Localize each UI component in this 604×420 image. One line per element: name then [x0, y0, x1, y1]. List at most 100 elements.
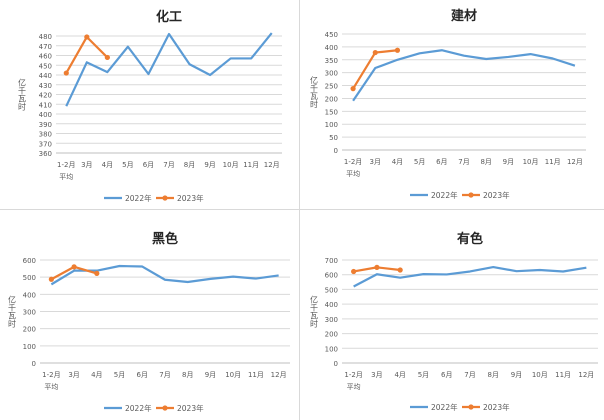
- legend-label-2023: 2023年: [177, 403, 204, 413]
- x-tick-label: 11月: [243, 161, 259, 169]
- data-point-2023: [63, 70, 69, 76]
- data-point-2023: [84, 34, 90, 40]
- legend-marker-2023: [468, 404, 474, 410]
- x-tick-label: 5月: [114, 371, 125, 379]
- x-tick-label: 6月: [441, 371, 452, 379]
- x-tick-label: 1-2月平均: [344, 158, 362, 178]
- x-tick-label: 11月: [545, 158, 561, 166]
- legend-label-2022: 2022年: [431, 190, 458, 200]
- x-tick-label: 10月: [532, 371, 548, 379]
- x-tick-label: 3月: [371, 371, 382, 379]
- y-tick-label: 600: [325, 272, 338, 280]
- x-tick-label: 7月: [464, 371, 475, 379]
- x-tick-label: 6月: [143, 161, 154, 169]
- x-tick-label: 7月: [458, 158, 469, 166]
- y-tick-label: 0: [334, 147, 338, 155]
- x-tick-label: 6月: [436, 158, 447, 166]
- x-tick-label: 1-2月平均: [42, 371, 60, 391]
- x-tick-label: 4月: [102, 161, 113, 169]
- data-point-2023: [374, 264, 380, 270]
- x-tick-label: 9月: [204, 161, 215, 169]
- y-tick-label: 250: [325, 83, 338, 91]
- x-tick-label: 12月: [264, 161, 280, 169]
- x-tick-label: 8月: [480, 158, 491, 166]
- chart-chemical: 化工36037038039040041042043044045046047048…: [18, 9, 282, 203]
- y-tick-label: 440: [39, 72, 52, 80]
- y-tick-label: 100: [23, 343, 36, 351]
- y-axis-label: 亿千瓦时: [310, 295, 319, 328]
- y-tick-label: 100: [325, 345, 338, 353]
- y-tick-label: 300: [23, 309, 36, 317]
- chart-title: 建材: [451, 8, 477, 24]
- y-tick-label: 500: [325, 286, 338, 294]
- legend-label-2023: 2023年: [483, 190, 510, 200]
- x-tick-label: 9月: [503, 158, 514, 166]
- x-tick-label: 4月: [392, 158, 403, 166]
- x-tick-label: 1-2月平均: [57, 161, 75, 181]
- y-tick-label: 480: [39, 33, 52, 41]
- y-tick-label: 350: [325, 57, 338, 65]
- y-tick-label: 0: [32, 360, 36, 368]
- chart-ferrous: 黑色 0 100 200 300 400 500 600 亿千瓦时 1-2月平均 3月 4月 5月 6月 7…: [8, 231, 290, 413]
- x-tick-label: 1-2月平均: [344, 371, 362, 391]
- legend-marker-2023: [162, 405, 168, 411]
- legend-label-2022: 2022年: [125, 193, 152, 203]
- y-tick-label: 700: [325, 257, 338, 265]
- y-axis-label: 亿千瓦时: [310, 75, 319, 108]
- data-point-2023: [48, 276, 54, 282]
- y-tick-label: 50: [329, 134, 338, 142]
- y-tick-label: 500: [23, 274, 36, 282]
- x-tick-label: 6月: [137, 371, 148, 379]
- x-tick-label: 7月: [159, 371, 170, 379]
- legend-label-2023: 2023年: [483, 402, 510, 412]
- x-tick-label: 12月: [271, 371, 287, 379]
- y-tick-label: 380: [39, 131, 52, 139]
- x-tick-label: 3月: [68, 371, 79, 379]
- y-tick-label: 390: [39, 121, 52, 129]
- x-tick-label: 4月: [394, 371, 405, 379]
- y-axis-label: 亿千瓦时: [8, 295, 17, 328]
- legend-label-2022: 2022年: [431, 402, 458, 412]
- x-tick-label: 10月: [223, 161, 239, 169]
- y-tick-label: 400: [325, 44, 338, 52]
- chart-title: 化工: [156, 9, 182, 25]
- series-line-2022: [352, 49, 576, 102]
- x-tick-label: 3月: [81, 161, 92, 169]
- chart-panel-nonferrous: 有色 0 100 200 300 400 500 600 700 亿千瓦时 1-2月平均 3月 4月 5月…: [302, 210, 604, 420]
- y-tick-label: 400: [23, 291, 36, 299]
- y-axis-label: 亿千瓦时: [18, 78, 27, 111]
- series-line-2022: [65, 32, 273, 107]
- chart-building-materials: 建材 0 50 100 150 200 250 300 350 400 450 亿千瓦时 1-2月平均 3…: [310, 8, 586, 200]
- y-tick-label: 150: [325, 108, 338, 116]
- x-tick-label: 4月: [91, 371, 102, 379]
- panel-divider-horizontal: [0, 209, 604, 210]
- x-tick-label: 8月: [488, 371, 499, 379]
- data-point-2023: [397, 267, 403, 273]
- x-tick-label: 5月: [414, 158, 425, 166]
- series-line-2022: [50, 264, 279, 286]
- data-point-2023: [104, 54, 110, 61]
- y-tick-label: 100: [325, 121, 338, 129]
- x-tick-label: 12月: [578, 371, 594, 379]
- x-tick-label: 12月: [567, 158, 583, 166]
- data-point-2023: [71, 264, 77, 270]
- y-tick-label: 400: [39, 111, 52, 119]
- y-tick-label: 200: [325, 95, 338, 103]
- panel-divider-vertical: [299, 0, 300, 420]
- x-tick-label: 7月: [163, 161, 174, 169]
- y-tick-label: 450: [39, 62, 52, 70]
- chart-title: 有色: [457, 231, 483, 247]
- legend-marker-2023: [468, 192, 474, 198]
- y-tick-label: 410: [39, 101, 52, 109]
- y-tick-label: 430: [39, 82, 52, 90]
- y-tick-label: 470: [39, 43, 52, 51]
- y-tick-label: 200: [23, 326, 36, 334]
- x-tick-label: 3月: [370, 158, 381, 166]
- legend-label-2022: 2022年: [125, 403, 152, 413]
- y-tick-label: 420: [39, 92, 52, 100]
- data-point-2023: [394, 47, 401, 53]
- x-tick-label: 10月: [225, 371, 241, 379]
- y-tick-label: 360: [39, 150, 52, 158]
- series-line-2022: [353, 265, 587, 288]
- y-tick-label: 0: [334, 360, 338, 368]
